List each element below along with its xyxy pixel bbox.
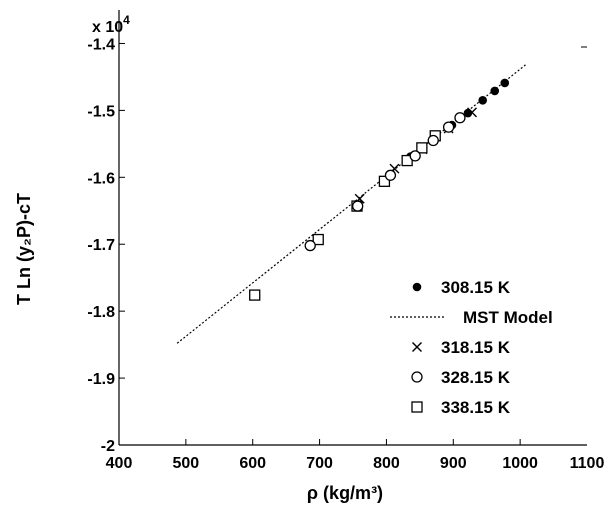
data-point-open-circle — [409, 150, 421, 162]
legend-item: 308.15 K — [412, 278, 511, 297]
legend-label: 338.15 K — [441, 398, 511, 417]
x-tick-label: 400 — [106, 455, 133, 472]
y-axis-label: T Ln (y₂P)-cT — [14, 193, 34, 305]
legend: 308.15 K MST Model 318.15 K 328.15 K 338.15 … — [390, 278, 553, 417]
data-point-open-circle — [352, 200, 364, 212]
data-point-open-square — [416, 142, 428, 154]
data-point-open-circle — [442, 121, 455, 133]
data-point-open-square — [411, 401, 423, 413]
data-point-open-circle — [427, 134, 439, 147]
data-point-x — [412, 342, 422, 352]
series-open-circle — [304, 112, 466, 252]
data-point-filled-circle — [500, 78, 510, 88]
data-point-open-square — [249, 289, 261, 301]
legend-label: 308.15 K — [441, 278, 511, 297]
y-tick-label: -1.5 — [87, 103, 115, 120]
data-point-open-circle — [454, 112, 466, 124]
x-ticks: 400 500 600 700 800 900 1000 1100 — [106, 439, 605, 472]
legend-item: MST Model — [390, 308, 553, 327]
x-tick-label: 700 — [306, 455, 333, 472]
data-point-x-stroke — [412, 342, 422, 352]
data-point-open-square — [378, 175, 391, 187]
mst-model-line — [176, 64, 526, 344]
data-point-open-circle — [411, 371, 423, 383]
legend-item: 328.15 K — [411, 368, 511, 387]
x-tick-label: 1000 — [502, 455, 538, 472]
data-point-open-square — [312, 233, 324, 246]
x-tick-label: 500 — [173, 455, 200, 472]
x-tick-label: 900 — [440, 455, 467, 472]
data-point-filled-circle — [412, 282, 422, 292]
data-point-filled-circle — [478, 96, 488, 105]
x-tick-label: 800 — [373, 455, 400, 472]
legend-label: 328.15 K — [441, 368, 511, 387]
legend-item: 318.15 K — [412, 338, 511, 357]
y-tick-label: -1.4 — [87, 36, 115, 53]
y-multiplier-exponent: 4 — [123, 13, 130, 27]
y-ticks: -2 -1.9 -1.8 -1.7 -1.6 -1.5 -1.4 — [87, 36, 125, 455]
legend-label: 318.15 K — [441, 338, 511, 357]
y-tick-label: -1.6 — [87, 170, 115, 187]
series-dotted-line — [176, 64, 526, 344]
y-tick-label: -1.7 — [87, 237, 115, 254]
data-point-filled-circle — [490, 86, 500, 96]
data-point-filled-circle — [463, 108, 473, 118]
series-layer — [176, 64, 526, 344]
data-point-open-circle — [304, 239, 316, 252]
legend-label: MST Model — [463, 308, 553, 327]
x-tick-label: 1100 — [570, 455, 605, 472]
legend-item: 338.15 K — [411, 398, 511, 417]
y-tick-label: -2 — [101, 438, 115, 455]
y-tick-label: -1.9 — [87, 371, 115, 388]
data-point-open-circle — [384, 169, 397, 181]
y-tick-label: -1.8 — [87, 304, 115, 321]
x-tick-label: 600 — [239, 455, 266, 472]
y-multiplier-base: x 10 — [92, 19, 123, 36]
x-axis-label: ρ (kg/m³) — [307, 483, 383, 503]
y-multiplier: x 104 — [92, 13, 130, 36]
